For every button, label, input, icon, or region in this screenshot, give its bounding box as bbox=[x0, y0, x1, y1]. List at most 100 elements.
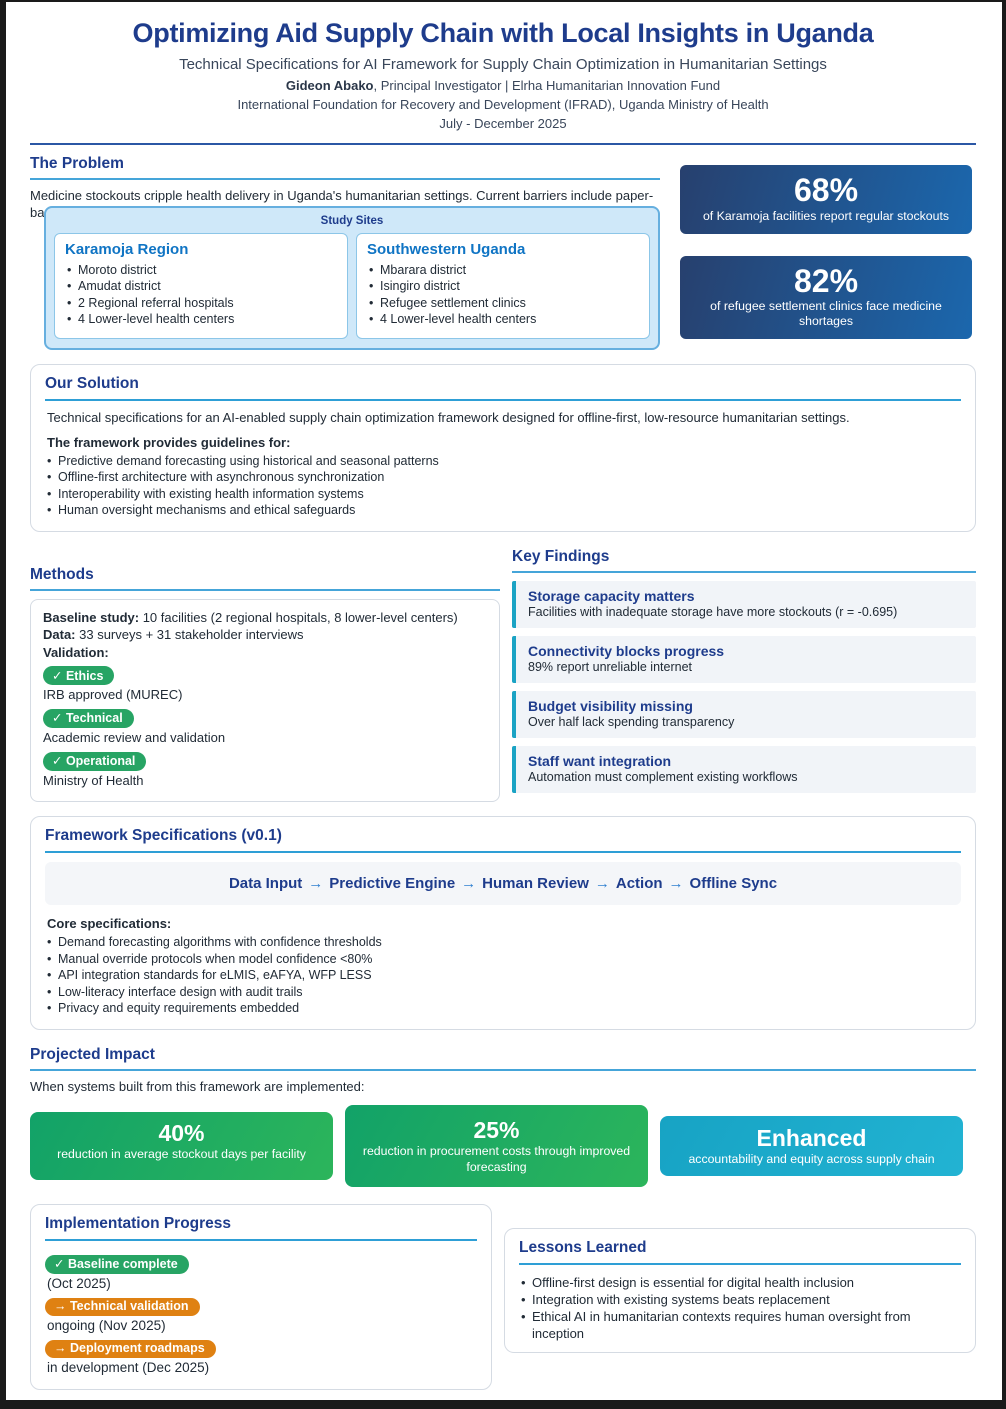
framework-bullet: Demand forecasting algorithms with confi… bbox=[45, 934, 961, 951]
solution-subheading: The framework provides guidelines for: bbox=[47, 434, 291, 450]
technical-badge: ✓ Technical bbox=[43, 708, 134, 728]
impact-intro: When systems built from this framework a… bbox=[30, 1078, 365, 1094]
impact-caption: reduction in average stockout days per f… bbox=[57, 1147, 306, 1162]
site-bullet: Moroto district bbox=[65, 262, 337, 279]
solution-section: Our Solution Technical specifications fo… bbox=[30, 363, 976, 532]
implementation-heading: Implementation Progress bbox=[45, 1214, 232, 1232]
impact-card-procurement: 25% reduction in procurement costs throu… bbox=[345, 1104, 648, 1187]
impact-value: 40% bbox=[158, 1119, 205, 1146]
baseline-label: Baseline study: bbox=[43, 609, 140, 625]
site-card-karamoja: Karamoja Region Moroto district Amudat d… bbox=[54, 232, 348, 339]
baseline-complete-badge: ✓ Baseline complete bbox=[45, 1254, 189, 1274]
site-bullet: 2 Regional referral hospitals bbox=[65, 295, 337, 312]
key-findings-heading: Key Findings bbox=[512, 547, 610, 565]
affiliation-line: International Foundation for Recovery an… bbox=[237, 97, 769, 112]
problem-heading: The Problem bbox=[30, 155, 124, 172]
framework-bullet: Low-literacy interface design with audit… bbox=[45, 984, 961, 1001]
problem-stats-column: 68% of Karamoja facilities report regula… bbox=[680, 155, 972, 350]
operational-text: Ministry of Health bbox=[43, 772, 144, 788]
methods-heading-underline bbox=[30, 588, 500, 591]
methods-data: Data: 33 surveys + 31 stakeholder interv… bbox=[43, 626, 487, 644]
impact-caption: accountability and equity across supply … bbox=[688, 1152, 935, 1167]
stat-value: 82% bbox=[793, 262, 859, 299]
pipeline-step: Offline Sync bbox=[689, 875, 778, 893]
ethics-text: IRB approved (MUREC) bbox=[43, 687, 183, 703]
header-divider bbox=[30, 143, 976, 145]
solution-text: Technical specifications for an AI-enabl… bbox=[47, 409, 850, 425]
data-label: Data: bbox=[43, 627, 76, 643]
poster-header: Optimizing Aid Supply Chain with Local I… bbox=[30, 18, 976, 131]
finding-title: Storage capacity matters bbox=[528, 587, 695, 604]
stat-value: 68% bbox=[793, 172, 859, 208]
validation-label: Validation: bbox=[43, 644, 109, 660]
framework-bullet: Privacy and equity requirements embedded bbox=[45, 1000, 961, 1017]
impact-value: 25% bbox=[473, 1116, 520, 1143]
problem-left-column: The Problem Medicine stockouts cripple h… bbox=[30, 155, 660, 350]
solution-bullet: Predictive demand forecasting using hist… bbox=[45, 453, 961, 470]
site-bullet: Amudat district bbox=[65, 278, 337, 295]
finding-title: Budget visibility missing bbox=[528, 697, 693, 714]
impact-card-stockout-days: 40% reduction in average stockout days p… bbox=[30, 1111, 333, 1180]
technical-text: Academic review and validation bbox=[43, 729, 226, 745]
author-name: Gideon Abako bbox=[285, 78, 374, 93]
stat-caption: of refugee settlement clinics face medic… bbox=[710, 299, 942, 329]
key-findings-section: Key Findings Storage capacity matters Fa… bbox=[512, 548, 976, 802]
impact-heading: Projected Impact bbox=[30, 1045, 155, 1063]
arrow-icon: → bbox=[461, 875, 477, 893]
site-bullet: Isingiro district bbox=[367, 278, 639, 295]
solution-heading-underline bbox=[45, 398, 961, 401]
solution-bullet: Interoperability with existing health in… bbox=[45, 486, 961, 503]
implementation-section: Implementation Progress ✓ Baseline compl… bbox=[30, 1203, 492, 1390]
methods-baseline: Baseline study: 10 facilities (2 regiona… bbox=[43, 609, 487, 627]
impact-caption: reduction in procurement costs through i… bbox=[362, 1144, 631, 1174]
finding-text: Facilities with inadequate storage have … bbox=[528, 604, 898, 619]
site-card-southwestern: Southwestern Uganda Mbarara district Isi… bbox=[356, 232, 650, 339]
solution-bullet: Human oversight mechanisms and ethical s… bbox=[45, 502, 961, 519]
lesson-bullet: Integration with existing systems beats … bbox=[519, 1291, 961, 1308]
key-findings-underline bbox=[512, 570, 976, 573]
baseline-complete-date: (Oct 2025) bbox=[47, 1275, 111, 1291]
impact-cards-row: 40% reduction in average stockout days p… bbox=[30, 1104, 976, 1188]
methods-heading: Methods bbox=[30, 565, 94, 583]
finding-card: Storage capacity matters Facilities with… bbox=[512, 580, 976, 628]
impact-card-accountability: Enhanced accountability and equity acros… bbox=[660, 1115, 963, 1176]
problem-section: The Problem Medicine stockouts cripple h… bbox=[30, 155, 976, 350]
deployment-roadmaps-badge: → Deployment roadmaps bbox=[45, 1339, 216, 1358]
technical-validation-badge: → Technical validation bbox=[45, 1297, 200, 1316]
methods-section: Methods Baseline study: 10 facilities (2… bbox=[30, 548, 500, 803]
finding-card: Budget visibility missing Over half lack… bbox=[512, 690, 976, 738]
framework-section: Framework Specifications (v0.1) Data Inp… bbox=[30, 816, 976, 1030]
lesson-bullet: Ethical AI in humanitarian contexts requ… bbox=[519, 1308, 961, 1342]
pipeline-step: Predictive Engine bbox=[329, 875, 456, 893]
page-title: Optimizing Aid Supply Chain with Local I… bbox=[132, 18, 874, 48]
methods-findings-row: Methods Baseline study: 10 facilities (2… bbox=[30, 548, 976, 803]
finding-text: 89% report unreliable internet bbox=[528, 659, 692, 674]
stat-caption: of Karamoja facilities report regular st… bbox=[702, 208, 950, 223]
framework-heading-underline bbox=[45, 851, 961, 854]
study-sites-title: Study Sites bbox=[320, 214, 384, 227]
lesson-bullet: Offline-first design is essential for di… bbox=[519, 1274, 961, 1291]
core-specs-label: Core specifications: bbox=[47, 916, 172, 932]
pipeline-step: Human Review bbox=[482, 875, 589, 893]
lessons-section: Lessons Learned Offline-first design is … bbox=[504, 1227, 976, 1354]
framework-pipeline: Data Input → Predictive Engine → Human Revie… bbox=[45, 862, 961, 906]
site-bullet: Refugee settlement clinics bbox=[367, 295, 639, 312]
stat-card-shortages: 82% of refugee settlement clinics face m… bbox=[680, 255, 972, 339]
finding-text: Automation must complement existing work… bbox=[528, 769, 798, 784]
stat-card-stockouts: 68% of Karamoja facilities report regula… bbox=[680, 165, 972, 234]
site-name: Karamoja Region bbox=[65, 240, 189, 258]
arrow-icon: → bbox=[668, 875, 684, 893]
methods-validation-label: Validation: bbox=[43, 644, 487, 662]
implementation-heading-underline bbox=[45, 1238, 477, 1241]
framework-heading: Framework Specifications (v0.1) bbox=[45, 827, 282, 845]
arrow-icon: → bbox=[594, 875, 610, 893]
ethics-badge: ✓ Ethics bbox=[43, 666, 115, 686]
pipeline-step: Data Input bbox=[228, 875, 303, 893]
acknowledgements-section: Acknowledgements This project is funded … bbox=[30, 1404, 976, 1409]
operational-badge: ✓ Operational bbox=[43, 751, 147, 771]
framework-bullet: Manual override protocols when model con… bbox=[45, 951, 961, 968]
baseline-text: 10 facilities (2 regional hospitals, 8 l… bbox=[139, 609, 458, 625]
problem-heading-underline bbox=[30, 178, 660, 180]
arrow-icon: → bbox=[308, 875, 324, 893]
